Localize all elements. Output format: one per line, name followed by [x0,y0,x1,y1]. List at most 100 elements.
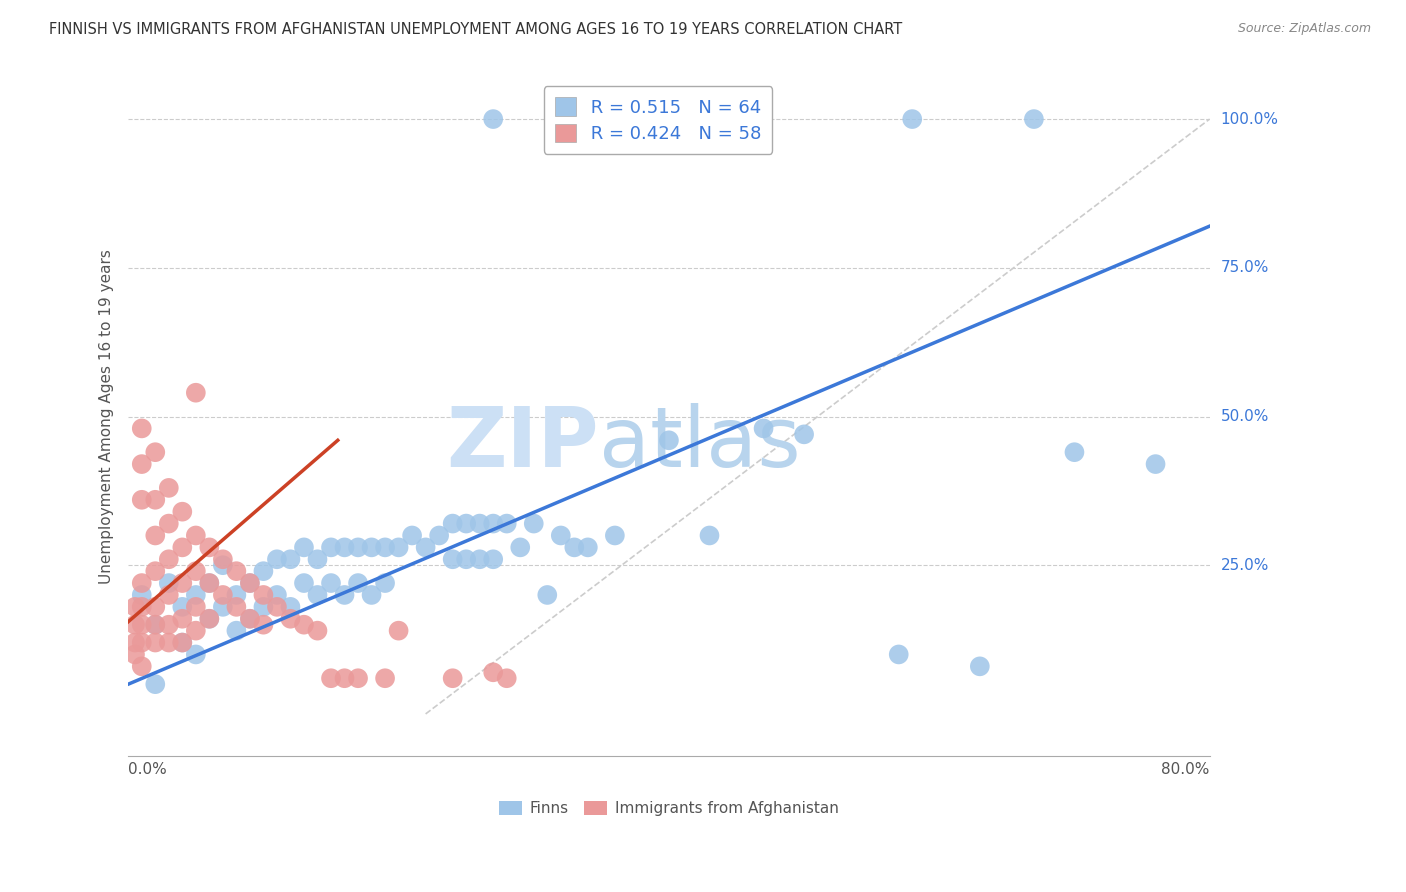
Point [347,671,370,685]
Point [184,624,207,638]
Point [319,576,342,591]
Point [887,648,910,662]
Point [239,576,262,591]
Point [143,564,166,578]
Point [143,677,166,691]
Point [131,599,153,614]
Text: 50.0%: 50.0% [1220,409,1268,424]
Point [441,671,464,685]
Point [495,671,517,685]
Point [157,481,180,495]
Point [266,588,288,602]
Legend: Finns, Immigrants from Afghanistan: Finns, Immigrants from Afghanistan [494,796,845,822]
Point [157,576,180,591]
Point [658,434,681,448]
Text: 75.0%: 75.0% [1220,260,1268,276]
Point [793,427,815,442]
Point [456,516,478,531]
Point [184,528,207,542]
Point [198,612,221,626]
Point [157,552,180,566]
Point [292,617,315,632]
Text: atlas: atlas [599,403,800,484]
Point [482,665,505,680]
Point [172,505,194,519]
Text: FINNISH VS IMMIGRANTS FROM AFGHANISTAN UNEMPLOYMENT AMONG AGES 16 TO 19 YEARS CO: FINNISH VS IMMIGRANTS FROM AFGHANISTAN U… [49,22,903,37]
Point [124,648,146,662]
Point [172,599,194,614]
Point [901,112,924,126]
Point [333,671,356,685]
Point [157,635,180,649]
Point [198,576,221,591]
Point [1063,445,1085,459]
Point [143,617,166,632]
Point [374,541,396,555]
Point [347,541,370,555]
Point [307,624,329,638]
Point [536,588,558,602]
Point [319,671,342,685]
Point [198,612,221,626]
Point [198,576,221,591]
Text: 0.0%: 0.0% [128,762,167,777]
Point [239,576,262,591]
Point [252,599,274,614]
Point [131,659,153,673]
Point [143,528,166,542]
Point [143,599,166,614]
Point [360,588,382,602]
Point [143,445,166,459]
Point [1022,112,1045,126]
Point [198,541,221,555]
Point [347,576,370,591]
Point [550,528,572,542]
Point [969,659,991,673]
Point [333,588,356,602]
Point [172,612,194,626]
Point [401,528,423,542]
Point [184,564,207,578]
Text: 80.0%: 80.0% [1161,762,1209,777]
Point [131,421,153,435]
Point [239,612,262,626]
Point [319,541,342,555]
Point [482,516,505,531]
Point [172,635,194,649]
Point [184,385,207,400]
Point [212,558,235,573]
Point [252,564,274,578]
Point [266,599,288,614]
Point [225,599,247,614]
Point [131,635,153,649]
Point [184,648,207,662]
Point [523,516,546,531]
Point [143,617,166,632]
Point [172,541,194,555]
Point [157,617,180,632]
Point [212,588,235,602]
Point [482,552,505,566]
Point [374,671,396,685]
Text: 100.0%: 100.0% [1220,112,1278,127]
Point [292,541,315,555]
Point [562,541,585,555]
Text: 25.0%: 25.0% [1220,558,1268,573]
Point [576,541,599,555]
Point [184,599,207,614]
Point [143,635,166,649]
Point [280,612,302,626]
Point [415,541,437,555]
Point [143,492,166,507]
Point [212,552,235,566]
Point [603,528,626,542]
Point [699,528,721,542]
Point [225,588,247,602]
Point [1144,457,1167,471]
Point [360,541,382,555]
Y-axis label: Unemployment Among Ages 16 to 19 years: Unemployment Among Ages 16 to 19 years [100,249,114,584]
Point [225,564,247,578]
Point [387,541,409,555]
Point [374,576,396,591]
Point [495,516,517,531]
